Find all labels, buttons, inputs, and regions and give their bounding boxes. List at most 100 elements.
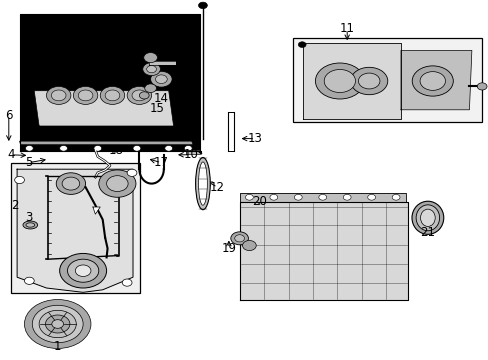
Circle shape xyxy=(298,42,305,48)
Circle shape xyxy=(73,86,98,104)
Circle shape xyxy=(39,310,76,338)
Polygon shape xyxy=(303,43,400,119)
Circle shape xyxy=(51,90,66,101)
Ellipse shape xyxy=(23,221,38,229)
Ellipse shape xyxy=(198,162,207,205)
Circle shape xyxy=(318,194,326,200)
Polygon shape xyxy=(400,50,471,110)
Circle shape xyxy=(155,75,167,84)
Circle shape xyxy=(358,73,379,89)
Bar xyxy=(293,38,481,122)
Text: 6: 6 xyxy=(5,109,13,122)
Circle shape xyxy=(142,63,160,76)
Text: 17: 17 xyxy=(154,156,168,169)
Circle shape xyxy=(46,86,71,104)
Circle shape xyxy=(25,145,33,151)
Polygon shape xyxy=(149,61,176,65)
Text: 13: 13 xyxy=(247,132,262,145)
Circle shape xyxy=(350,67,387,95)
Circle shape xyxy=(62,177,80,190)
Polygon shape xyxy=(20,14,200,151)
Circle shape xyxy=(294,194,302,200)
Text: 20: 20 xyxy=(251,195,266,208)
Text: 9: 9 xyxy=(164,51,172,64)
Circle shape xyxy=(56,173,85,194)
Text: 19: 19 xyxy=(221,242,236,255)
Circle shape xyxy=(122,279,132,286)
Circle shape xyxy=(24,300,91,348)
Text: 2: 2 xyxy=(11,199,19,212)
Circle shape xyxy=(476,83,486,90)
Ellipse shape xyxy=(26,223,35,227)
Circle shape xyxy=(143,53,157,63)
Circle shape xyxy=(24,277,34,284)
Bar xyxy=(11,163,140,293)
Circle shape xyxy=(127,86,151,104)
Text: 14: 14 xyxy=(154,92,168,105)
Circle shape xyxy=(45,315,70,333)
Text: 1: 1 xyxy=(54,340,61,353)
Circle shape xyxy=(184,145,192,151)
Circle shape xyxy=(132,90,146,101)
Polygon shape xyxy=(239,202,407,300)
Ellipse shape xyxy=(420,209,434,226)
Circle shape xyxy=(269,194,277,200)
Circle shape xyxy=(150,71,172,87)
Text: 11: 11 xyxy=(339,22,354,35)
Circle shape xyxy=(164,145,172,151)
Circle shape xyxy=(324,69,355,93)
Circle shape xyxy=(78,90,93,101)
Circle shape xyxy=(133,145,141,151)
Text: 4: 4 xyxy=(7,148,15,161)
Polygon shape xyxy=(239,193,405,202)
Circle shape xyxy=(343,194,350,200)
Polygon shape xyxy=(27,86,183,130)
Circle shape xyxy=(32,305,83,343)
Text: 8: 8 xyxy=(174,40,182,53)
Circle shape xyxy=(52,320,63,328)
Circle shape xyxy=(60,253,106,288)
Circle shape xyxy=(127,169,137,176)
Text: 7: 7 xyxy=(182,14,189,27)
Circle shape xyxy=(242,240,256,251)
Text: 18: 18 xyxy=(109,144,123,157)
Polygon shape xyxy=(29,130,181,137)
Polygon shape xyxy=(17,169,133,292)
Circle shape xyxy=(146,66,156,73)
Polygon shape xyxy=(23,147,194,150)
Circle shape xyxy=(100,86,124,104)
Circle shape xyxy=(67,259,99,282)
Circle shape xyxy=(234,235,244,242)
Circle shape xyxy=(411,66,452,96)
Text: 12: 12 xyxy=(210,181,224,194)
Polygon shape xyxy=(185,150,199,154)
Ellipse shape xyxy=(195,158,210,210)
Ellipse shape xyxy=(415,205,439,231)
Circle shape xyxy=(144,84,156,93)
Text: 16: 16 xyxy=(176,76,190,89)
Text: 10: 10 xyxy=(183,148,198,161)
Circle shape xyxy=(105,90,120,101)
Circle shape xyxy=(106,176,128,192)
Circle shape xyxy=(99,170,136,197)
Circle shape xyxy=(139,92,149,99)
Polygon shape xyxy=(20,141,193,145)
Circle shape xyxy=(60,145,67,151)
Circle shape xyxy=(230,232,248,245)
Circle shape xyxy=(15,176,24,184)
Text: 15: 15 xyxy=(150,102,164,114)
Circle shape xyxy=(75,265,91,276)
Circle shape xyxy=(391,194,399,200)
Text: 5: 5 xyxy=(24,156,32,169)
Circle shape xyxy=(245,194,253,200)
Circle shape xyxy=(419,72,445,90)
Circle shape xyxy=(367,194,375,200)
Circle shape xyxy=(94,145,102,151)
Polygon shape xyxy=(34,91,173,126)
Circle shape xyxy=(315,63,364,99)
Ellipse shape xyxy=(411,201,443,234)
Circle shape xyxy=(198,2,207,9)
Polygon shape xyxy=(93,207,100,214)
Text: 3: 3 xyxy=(24,211,32,224)
Text: 21: 21 xyxy=(420,226,434,239)
